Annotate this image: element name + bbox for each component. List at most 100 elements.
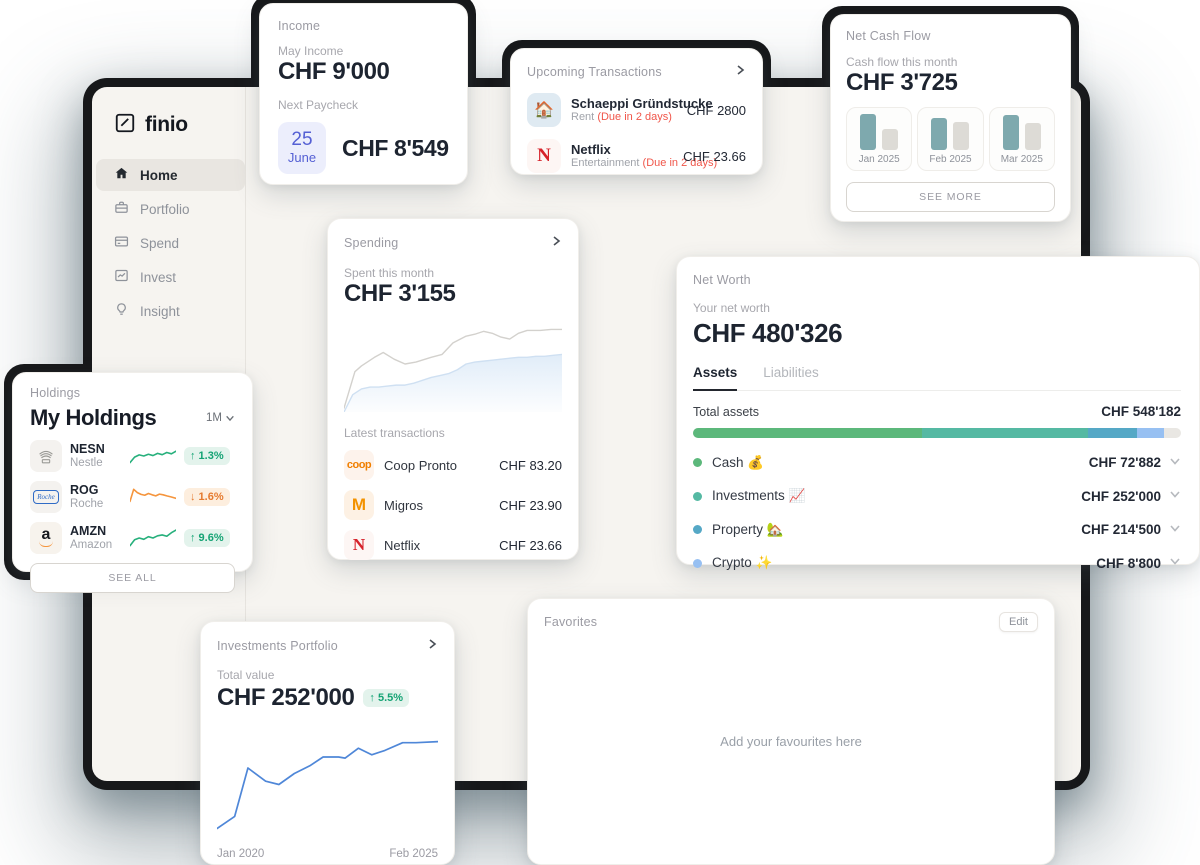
see-more-button[interactable]: SEE MORE <box>846 182 1055 212</box>
roche-logo: Roche <box>30 481 62 513</box>
asset-row-crypto: Crypto ✨ CHF 8'800 <box>693 554 1181 572</box>
sidebar-item-spend[interactable]: Spend <box>96 227 245 259</box>
home-icon <box>114 166 129 184</box>
paycheck-label: Next Paycheck <box>278 98 359 112</box>
transaction-due: (Due in 2 days) <box>642 157 718 170</box>
upcoming-transactions-card: Upcoming Transactions 🏠 Schaeppi Gründst… <box>510 48 763 175</box>
holdings-title: Holdings <box>30 386 81 400</box>
house-icon: 🏡 <box>766 521 784 537</box>
sidebar-item-label: Invest <box>140 269 177 285</box>
cashflow-mini-bars <box>860 114 899 150</box>
upcoming-row-netflix[interactable]: N Netflix Entertainment (Due in 2 days) … <box>527 139 746 173</box>
chevron-down-icon[interactable] <box>1169 554 1181 572</box>
holding-row-amzn[interactable]: a AMZN Amazon ↑ 9.6% <box>30 522 235 554</box>
portfolio-value: CHF 252'000 <box>217 684 355 711</box>
spending-label: Spent this month <box>344 266 435 280</box>
change-badge: ↓ 1.6% <box>184 488 230 506</box>
netcash-label: Cash flow this month <box>846 55 958 69</box>
holding-row-rog[interactable]: Roche ROG Roche ↓ 1.6% <box>30 481 235 513</box>
tab-liabilities[interactable]: Liabilities <box>763 365 819 380</box>
paycheck-date-badge: 25 June <box>278 122 326 174</box>
asset-amount: CHF 214'500 <box>1081 522 1161 537</box>
spending-card: Spending Spent this month CHF 3'155 Late… <box>327 218 579 560</box>
transaction-row-coop[interactable]: coop Coop Pronto CHF 83.20 <box>344 450 562 480</box>
chevron-right-icon[interactable] <box>426 637 438 655</box>
migros-logo: M <box>344 490 374 520</box>
total-assets-amount: CHF 548'182 <box>1101 404 1181 419</box>
money-bag-icon: 💰 <box>747 454 765 470</box>
favorites-card: Favorites Edit Add your favourites here <box>527 598 1055 865</box>
sidebar-item-invest[interactable]: Invest <box>96 261 245 293</box>
spending-amount: CHF 3'155 <box>344 280 456 307</box>
chevron-down-icon[interactable] <box>1169 521 1181 539</box>
company: Amazon <box>70 538 113 551</box>
networth-label: Your net worth <box>693 301 770 315</box>
company: Nestle <box>70 456 103 469</box>
upcoming-row-schaeppi[interactable]: 🏠 Schaeppi Gründstucke Rent (Due in 2 da… <box>527 93 746 127</box>
cashflow-mini-bars <box>1002 114 1041 150</box>
nesn-sparkline <box>130 445 176 467</box>
transaction-row-netflix[interactable]: N Netflix CHF 23.66 <box>344 530 562 560</box>
sidebar-item-label: Home <box>140 167 178 183</box>
sidebar-item-insight[interactable]: Insight <box>96 295 245 327</box>
cashflow-tile-jan[interactable]: Jan 2025 <box>846 107 913 171</box>
crypto-dot <box>693 558 702 568</box>
holdings-heading: My Holdings <box>30 405 157 430</box>
sidebar-item-home[interactable]: Home <box>96 159 245 191</box>
range-value: 1M <box>206 412 222 424</box>
app-logo[interactable]: finio <box>92 101 245 141</box>
upcoming-title: Upcoming Transactions <box>527 65 662 79</box>
tab-assets[interactable]: Assets <box>693 365 738 391</box>
sidebar-item-label: Portfolio <box>140 201 190 217</box>
asset-row-cash: Cash 💰 CHF 72'882 <box>693 454 1181 472</box>
house-icon: 🏠 <box>527 93 561 127</box>
see-all-button[interactable]: SEE ALL <box>30 563 235 593</box>
netcash-title: Net Cash Flow <box>846 29 931 43</box>
transaction-name: Schaeppi Gründstucke <box>571 95 713 111</box>
total-assets-label: Total assets <box>693 404 760 419</box>
edit-button[interactable]: Edit <box>999 612 1038 632</box>
cashflow-tile-feb[interactable]: Feb 2025 <box>917 107 984 171</box>
transaction-name: Netflix <box>384 537 421 553</box>
networth-tabs: Assets Liabilities <box>693 365 1181 391</box>
asset-amount: CHF 252'000 <box>1081 488 1161 504</box>
chevron-down-icon[interactable] <box>1169 487 1181 505</box>
portfolio-change-badge: ↑ 5.5% <box>363 689 410 707</box>
change-badge: ↑ 9.6% <box>184 529 230 547</box>
netcash-amount: CHF 3'725 <box>846 69 958 96</box>
investments-dot <box>693 491 702 501</box>
range-dropdown[interactable]: 1M <box>206 412 235 424</box>
holding-row-nesn[interactable]: NESN Nestle ↑ 1.3% <box>30 440 235 472</box>
cashflow-tile-mar[interactable]: Mar 2025 <box>988 107 1055 171</box>
sidebar-item-portfolio[interactable]: Portfolio <box>96 193 245 225</box>
sidebar-item-label: Insight <box>140 303 180 319</box>
tile-month-label: Feb 2025 <box>929 154 972 165</box>
nestle-logo <box>30 440 62 472</box>
chevron-right-icon[interactable] <box>550 234 562 252</box>
transaction-amount: CHF 23.66 <box>683 148 746 164</box>
chevron-down-icon[interactable] <box>1169 454 1181 472</box>
transaction-amount: CHF 23.66 <box>499 537 562 553</box>
latest-transactions-label: Latest transactions <box>344 426 445 440</box>
holdings-card: Holdings My Holdings 1M NESN Nestle ↑ 1.… <box>12 372 253 593</box>
favorites-empty-text: Add your favourites here <box>720 734 862 749</box>
coop-logo: coop <box>344 450 374 480</box>
amzn-sparkline <box>130 527 176 549</box>
sidebar-nav: Home Portfolio Spend <box>92 159 245 327</box>
investments-title: Investments Portfolio <box>217 639 338 653</box>
income-card: Income May Income CHF 9'000 Next Paychec… <box>259 3 468 185</box>
spending-title: Spending <box>344 236 399 250</box>
asset-row-investments: Investments 📈 CHF 252'000 <box>693 487 1181 505</box>
chevron-down-icon <box>226 415 234 422</box>
total-value-label: Total value <box>217 668 275 682</box>
networth-amount: CHF 480'326 <box>693 318 843 348</box>
paycheck-month: June <box>287 150 317 166</box>
transaction-row-migros[interactable]: M Migros CHF 23.90 <box>344 490 562 520</box>
rog-sparkline <box>130 486 176 508</box>
ticker: AMZN <box>70 524 107 539</box>
asset-name: Cash <box>712 454 744 470</box>
tile-month-label: Jan 2025 <box>858 154 900 165</box>
chevron-right-icon[interactable] <box>734 63 746 81</box>
transaction-name: Coop Pronto <box>384 457 457 473</box>
